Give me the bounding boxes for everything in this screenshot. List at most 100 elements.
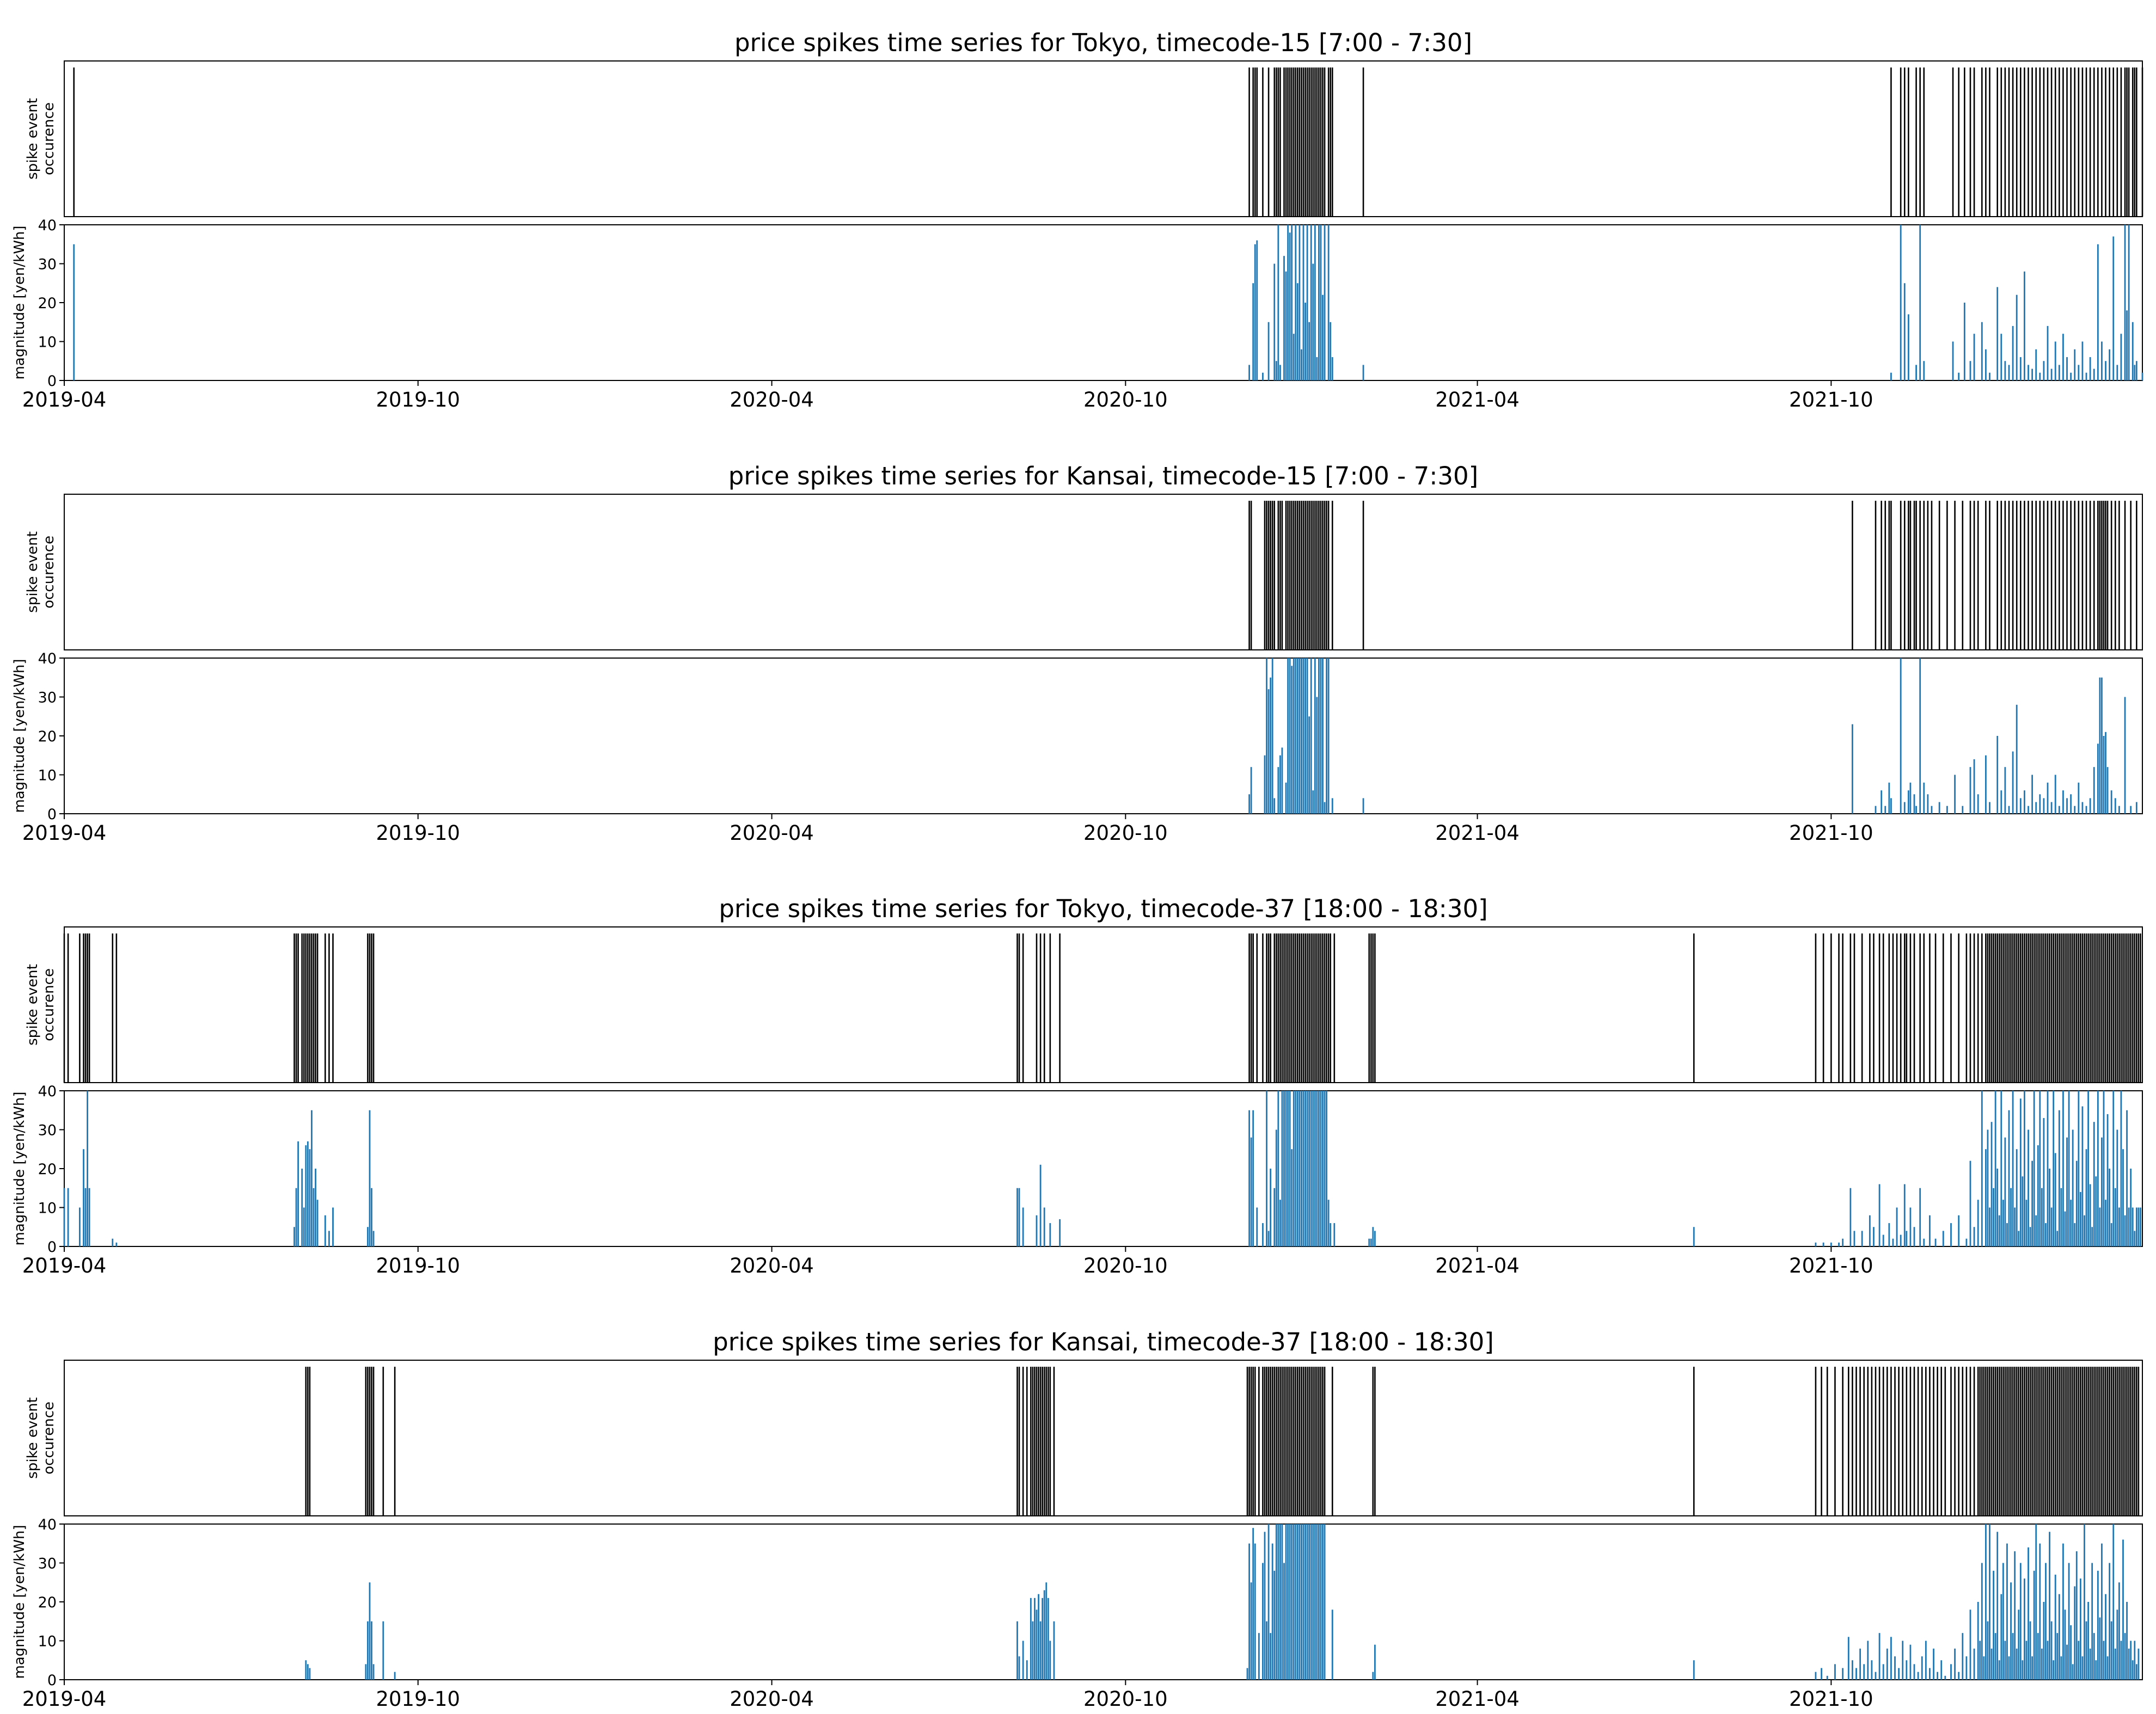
magnitude-bar — [1039, 1164, 1042, 1246]
magnitude-bar — [1919, 658, 1921, 814]
magnitude-bar — [1289, 1091, 1291, 1246]
magnitude-bar — [1246, 1668, 1248, 1680]
magnitude-bar — [297, 1141, 299, 1246]
magnitude-bar — [1892, 1238, 1894, 1246]
x-tick-label: 2019-04 — [22, 821, 107, 845]
magnitude-bar — [2043, 1118, 2045, 1246]
magnitude-bar — [1984, 1149, 1987, 1246]
magnitude-bar — [1994, 1091, 1996, 1246]
magnitude-bar — [1326, 1091, 1328, 1246]
magnitude-bar — [2105, 361, 2106, 380]
magnitude-bar — [2047, 782, 2049, 814]
event-lines — [305, 1367, 2140, 1516]
magnitude-bar — [1903, 1184, 1906, 1246]
magnitude-bar — [2079, 1191, 2081, 1246]
magnitude-bar — [2085, 372, 2087, 380]
x-tick-label: 2019-04 — [22, 1254, 107, 1277]
magnitude-bar — [1989, 372, 1990, 380]
magnitude-bar — [1815, 1672, 1817, 1680]
magnitude-bar — [2050, 1207, 2053, 1246]
y-tick-label: 40 — [38, 1083, 57, 1100]
magnitude-bar — [1954, 775, 1956, 814]
magnitude-bar — [1965, 1656, 1968, 1680]
magnitude-bar — [2053, 1660, 2055, 1680]
magnitude-bar — [1873, 1227, 1875, 1246]
magnitude-bar — [2049, 1169, 2050, 1246]
magnitude-bar — [2016, 1648, 2018, 1680]
magnitude-bar — [2016, 704, 2018, 814]
magnitude-bar — [2062, 1543, 2064, 1680]
magnitude-bar — [1043, 1590, 1045, 1680]
magnitude-bar — [1909, 1207, 1912, 1246]
magnitude-bar — [1301, 349, 1302, 380]
magnitude-bar — [1861, 1231, 1863, 1246]
x-tick-label: 2020-04 — [730, 821, 814, 845]
magnitude-bar — [2140, 1207, 2141, 1246]
magnitude-bar — [371, 1621, 372, 1680]
magnitude-bar — [1923, 361, 1925, 380]
magnitude-bar — [2058, 365, 2060, 380]
magnitude-bar — [1984, 755, 1987, 814]
magnitude-bar — [2047, 325, 2049, 380]
magnitude-bar — [1990, 1648, 1993, 1680]
magnitude-bar — [1308, 322, 1310, 380]
magnitude-axes-frame — [64, 658, 2143, 814]
magnitude-bar — [2024, 790, 2025, 814]
magnitude-bar — [1306, 1091, 1308, 1246]
magnitude-bar — [1903, 802, 1906, 814]
magnitude-bar — [2004, 1137, 2006, 1246]
magnitude-bar — [1250, 1137, 1252, 1246]
magnitude-bar — [1287, 225, 1289, 380]
magnitude-bar — [2095, 1176, 2097, 1246]
magnitude-bar — [2099, 677, 2101, 814]
magnitude-bars — [73, 225, 2143, 380]
magnitude-bar — [1333, 1223, 1336, 1246]
magnitude-bar — [1950, 1223, 1952, 1246]
magnitude-bar — [1826, 1675, 1828, 1680]
magnitude-bar — [1940, 1660, 1943, 1680]
magnitude-bar — [1254, 1543, 1256, 1680]
magnitude-bar — [2122, 1539, 2124, 1680]
magnitude-bar — [2028, 365, 2029, 380]
y-tick-label: 0 — [47, 806, 57, 823]
magnitude-bar — [1327, 658, 1330, 814]
magnitude-bar — [1929, 1215, 1931, 1246]
magnitude-bar — [1969, 1609, 1971, 1680]
magnitude-bar — [1275, 361, 1277, 380]
magnitude-bar — [2045, 1223, 2047, 1246]
magnitude-bar — [1298, 1091, 1301, 1246]
magnitude-bar — [1890, 798, 1892, 814]
magnitude-bar — [1042, 1598, 1044, 1680]
magnitude-bar — [1291, 1524, 1293, 1680]
x-tick-label: 2020-04 — [730, 1687, 814, 1711]
magnitude-bar — [1921, 1656, 1923, 1680]
magnitude-bar — [1875, 1672, 1877, 1680]
magnitude-ylabel: magnitude [yen/kWh] — [11, 1091, 28, 1245]
magnitude-bar — [1298, 1524, 1301, 1680]
magnitude-bar — [2087, 1091, 2089, 1246]
magnitude-bar — [1016, 1621, 1018, 1680]
magnitude-bar — [1022, 1641, 1024, 1680]
magnitude-bar — [1267, 1231, 1270, 1246]
magnitude-bar — [1296, 283, 1298, 380]
magnitude-bar — [1981, 1091, 1983, 1246]
magnitude-bar — [305, 1660, 307, 1680]
magnitude-bar — [1937, 1672, 1939, 1680]
magnitude-bar — [87, 1091, 89, 1246]
magnitude-bar — [324, 1215, 326, 1246]
magnitude-bar — [1923, 782, 1925, 814]
magnitude-bar — [2074, 349, 2076, 380]
magnitude-bar — [371, 1188, 372, 1246]
magnitude-bar — [2093, 368, 2095, 380]
magnitude-bar — [2031, 1656, 2033, 1680]
magnitude-bar — [1275, 1129, 1277, 1246]
magnitude-bar — [382, 1621, 384, 1680]
magnitude-bar — [2047, 1091, 2049, 1246]
magnitude-bar — [1821, 1668, 1822, 1680]
magnitude-bar — [73, 244, 75, 380]
magnitude-bar — [1938, 802, 1940, 814]
magnitude-bar — [1252, 283, 1254, 380]
magnitude-bar — [2126, 1602, 2128, 1680]
magnitude-bar — [2079, 1578, 2081, 1680]
magnitude-bar — [2006, 1543, 2008, 1680]
